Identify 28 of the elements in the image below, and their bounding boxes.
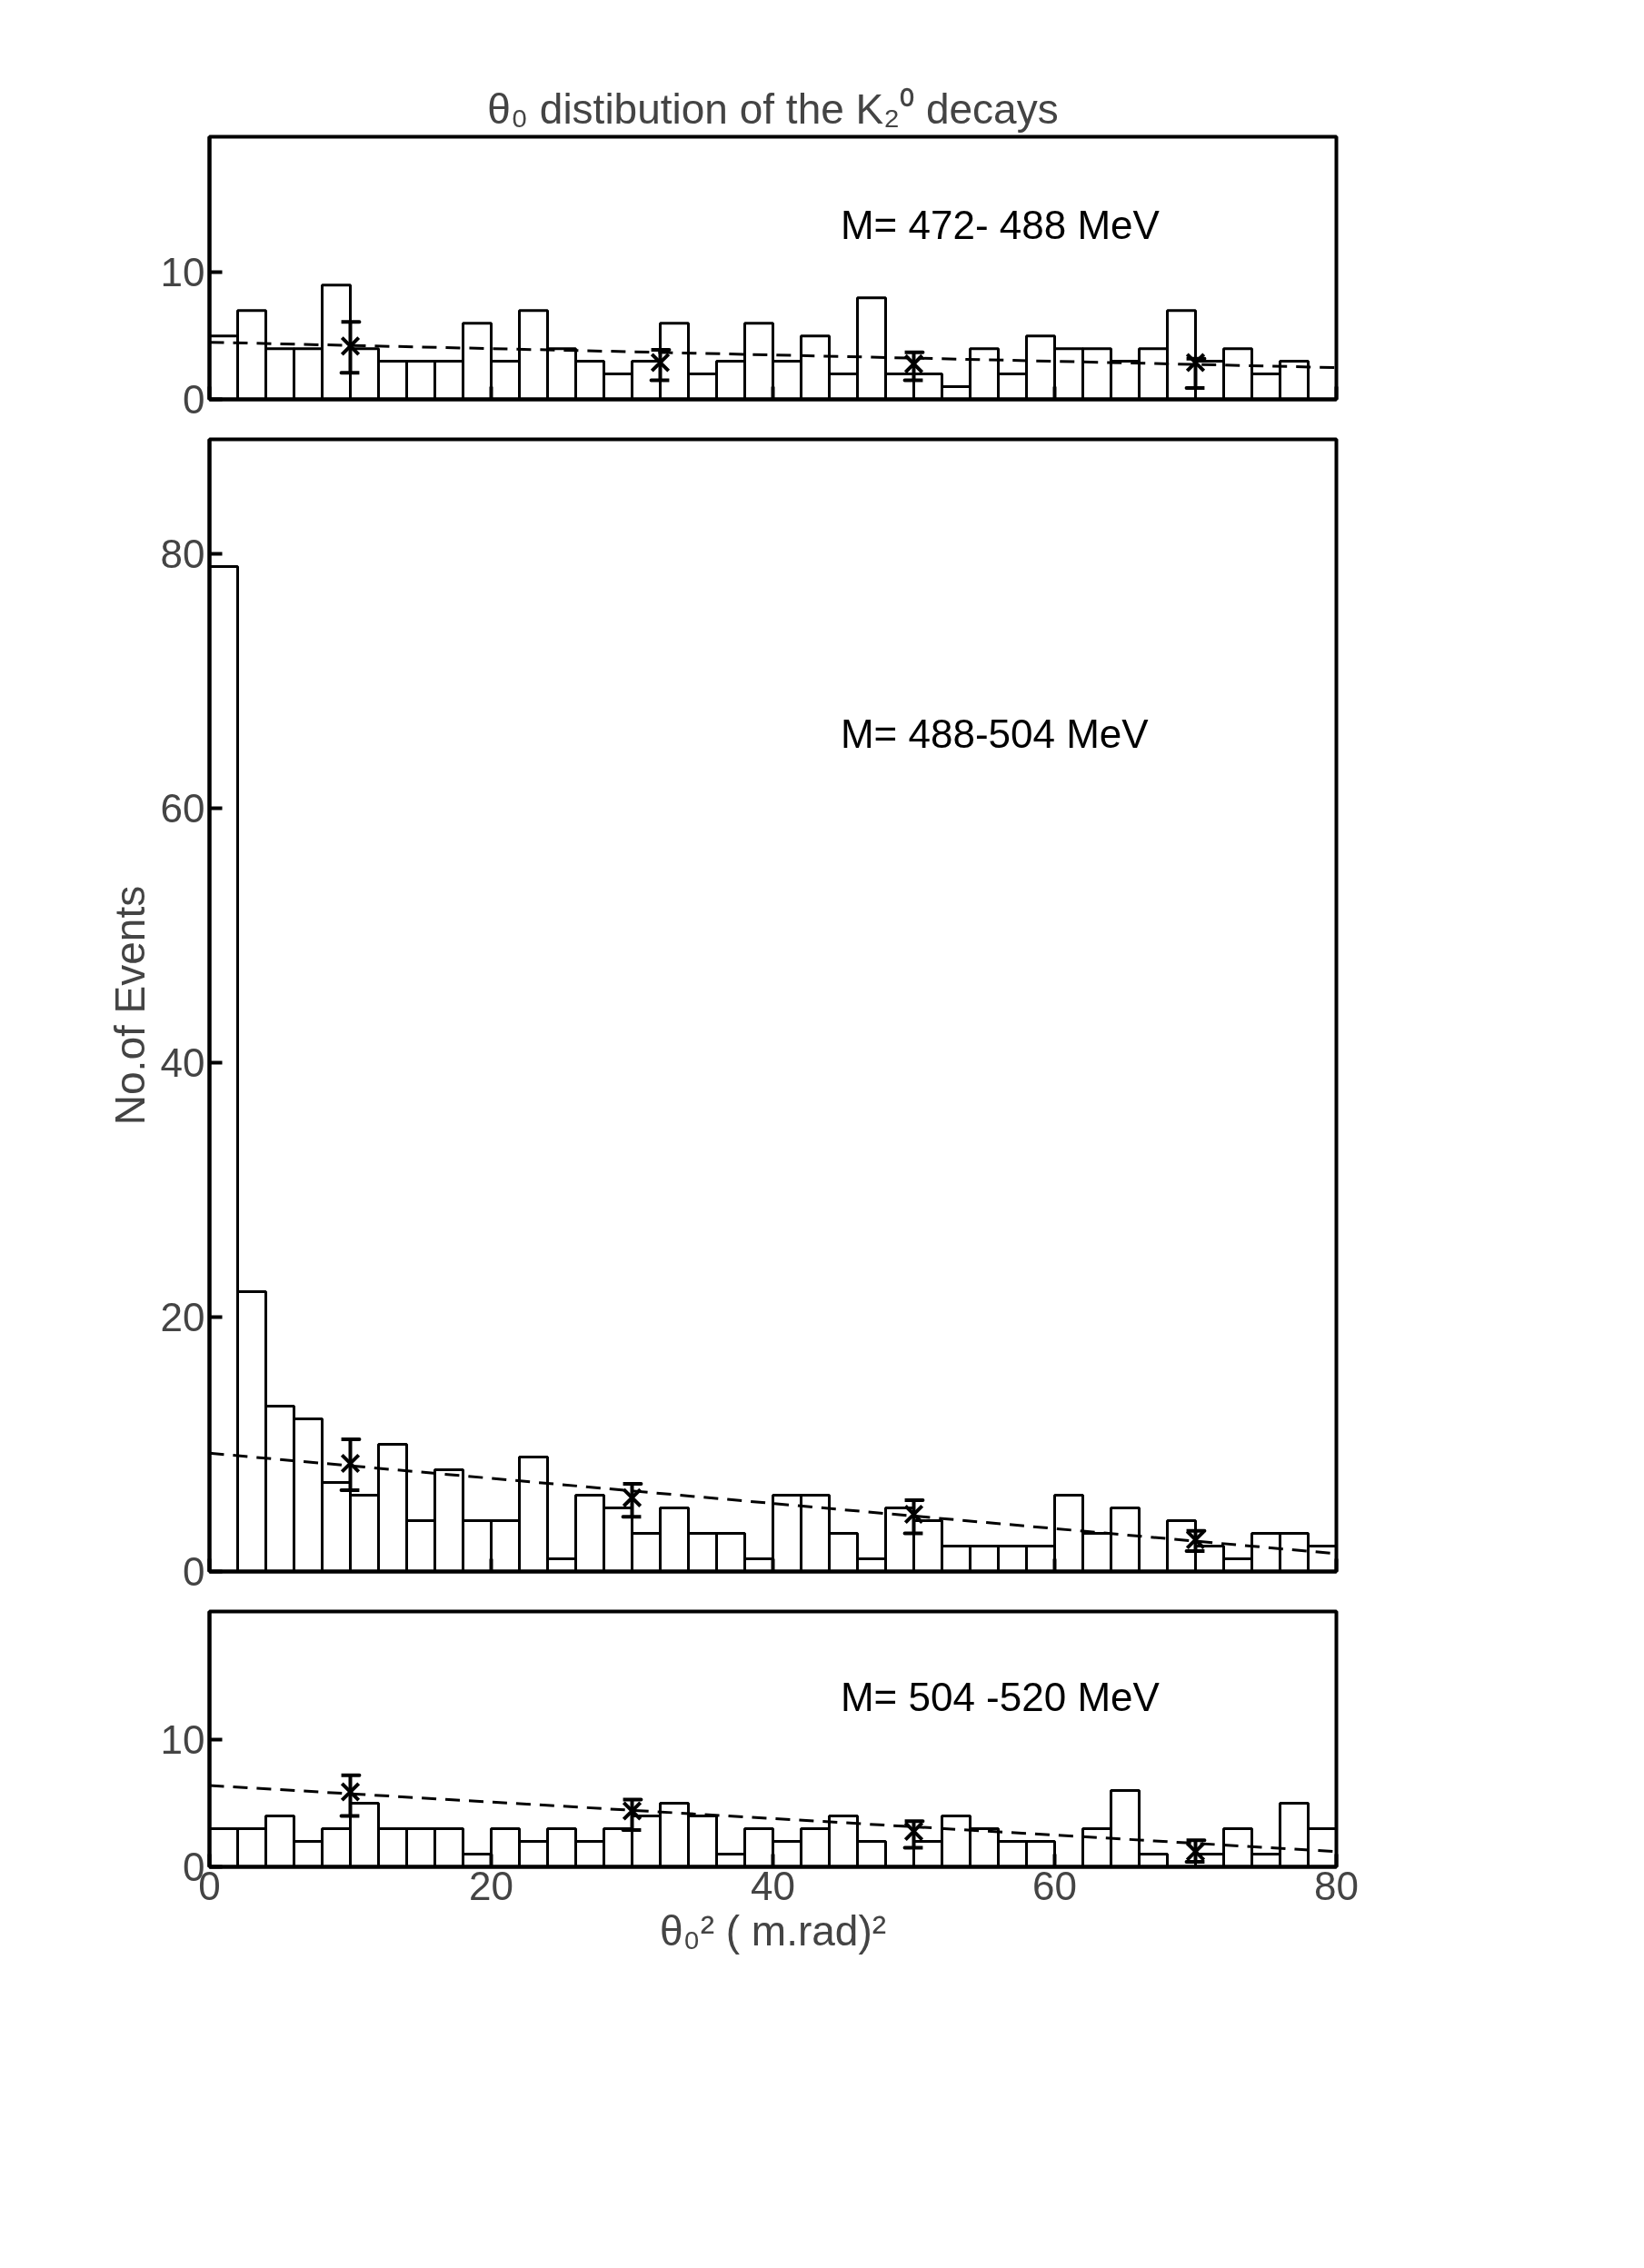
point — [903, 353, 924, 374]
annotation: M= 488-504 MeV — [840, 711, 1150, 757]
point — [1185, 352, 1206, 373]
y-tick-label: 60 — [160, 786, 205, 831]
chart-title: θ₀ distibution of the K₂⁰ decays — [487, 85, 1059, 133]
point — [903, 1821, 924, 1842]
y-tick-label: 20 — [160, 1295, 205, 1339]
point — [622, 1487, 643, 1508]
x-axis-title: θ₀² ( m.rad)² — [659, 1906, 887, 1955]
point — [340, 335, 361, 357]
x-tick-label: 60 — [1032, 1863, 1077, 1908]
point — [340, 1781, 361, 1803]
y-tick-label: 0 — [183, 1549, 205, 1594]
point — [622, 1800, 643, 1822]
y-tick-label: 10 — [160, 1717, 205, 1763]
y-tick-label: 0 — [183, 377, 205, 422]
y-tick-label: 10 — [160, 250, 205, 295]
point — [650, 352, 671, 373]
annotation: M= 472- 488 MeV — [840, 202, 1161, 247]
x-tick-label: 20 — [469, 1863, 513, 1908]
x-tick-label: 40 — [751, 1863, 795, 1908]
annotation: M= 504 -520 MeV — [840, 1674, 1161, 1719]
point — [340, 1453, 361, 1474]
y-tick-label: 40 — [160, 1040, 205, 1085]
point — [903, 1504, 924, 1525]
x-tick-label: 80 — [1314, 1863, 1359, 1908]
y-axis-title: No.of Events — [105, 885, 154, 1126]
y-tick-label: 80 — [160, 532, 205, 576]
